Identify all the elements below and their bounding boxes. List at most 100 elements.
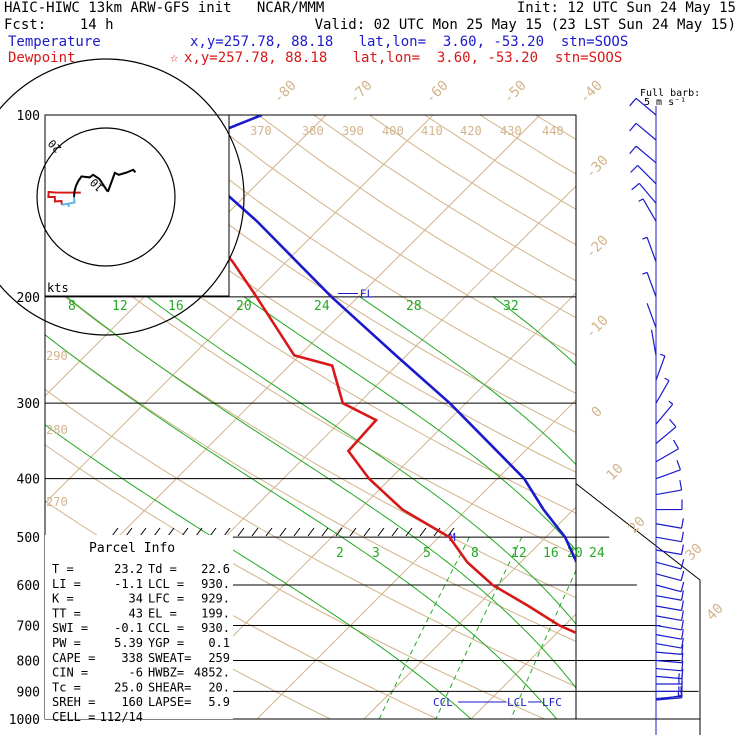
parcel-field-label: TT = [52,606,81,620]
dry-adiabat-label: 280 [46,423,68,437]
parcel-field-value: 160 [121,695,143,709]
hatch-mark [181,527,189,537]
wind-barb-staff [646,237,657,263]
dry-adiabat-line [45,121,576,473]
parcel-field-label: SREH = [52,695,95,709]
dry-adiabat-line [702,115,740,719]
wind-barb-staff [655,642,682,649]
parcel-field-label: K = [52,592,74,606]
parcel-field-value: -0.1 [114,621,143,635]
wind-barb-flag [680,570,685,581]
dry-adiabat-label: 380 [302,124,324,138]
wind-barb-staff [655,573,682,582]
forecast-hour: Fcst: 14 h [4,17,114,33]
dry-adiabat-label: 370 [250,124,272,138]
wind-profile: Full barb:5 m s⁻¹ [629,88,700,735]
dry-adiabat-label: 420 [460,124,482,138]
hatch-mark [111,527,119,537]
parcel-field-label: PW = [52,636,81,650]
dry-adiabat-line [646,115,740,719]
dry-adiabat-line [45,174,576,514]
wind-barb-staff [655,403,674,425]
wind-barb-staff [655,675,682,680]
m-label: M [449,531,456,544]
dry-adiabat-line [258,115,576,319]
dewpoint-line [148,115,576,635]
wind-barb-flag [680,559,685,570]
temperature-legend-label: Temperature [8,34,101,50]
parcel-field-value: 0.1 [208,636,230,650]
parcel-field-value: 338 [121,651,143,665]
wind-barb-staff [655,595,682,601]
parcel-field-label: CELL = [52,710,95,724]
wind-barb-flag [672,439,680,450]
mixing-ratio-label: 2 [336,546,344,561]
hatch-mark [195,527,203,537]
isotherm-label: -50 [501,78,530,107]
moist-adiabat-label: 32 [503,299,519,314]
wind-barb-flag [679,480,683,491]
moist-adiabat-line [243,296,576,551]
pressure-tick-label: 800 [17,654,40,669]
wind-barb-staff [638,182,657,204]
mixing-ratio-label: 24 [589,546,605,561]
wind-barb-flag [676,460,681,470]
mixing-ratio-line [378,536,470,719]
wind-barb-staff [655,549,682,556]
dry-adiabat-line [202,115,576,356]
wind-barb-flag [664,377,670,382]
parcel-field-value: 930. [201,621,230,635]
hatch-mark [153,527,161,537]
moist-adiabat-label: 16 [168,299,184,314]
dry-adiabat-label: 270 [46,495,68,509]
dewpoint-marker-icon: ☆ [170,50,179,66]
hodograph-trace-low [47,190,81,205]
dry-adiabat-label: 400 [382,124,404,138]
wind-barb-staff [655,667,682,672]
mixing-ratio-line [736,537,740,719]
pressure-tick-label: 700 [17,619,40,634]
dry-adiabat-label: 410 [421,124,443,138]
moist-adiabat-label: 12 [112,299,128,314]
parcel-field-label: SWEAT= [148,651,191,665]
parcel-field-label: Tc = [52,680,81,694]
wind-barb-flag [681,590,684,601]
wind-barb-flag [681,600,684,611]
wind-barb-staff [635,122,657,141]
wind-barb-flag [630,165,639,173]
hodograph-trace-mid [61,196,76,208]
hatch-mark [293,527,301,537]
wind-barb-flag [681,638,684,649]
parcel-field-label: Td = [148,562,177,576]
hatch-mark [237,527,245,537]
hatch-mark [307,527,315,537]
wind-barb-staff [646,303,657,328]
hatch-mark [419,527,427,537]
wind-barb-flag [638,198,644,202]
hodograph-frame [44,114,230,297]
wind-barb-staff [650,329,657,356]
hatch-mark [223,527,231,537]
wind-barb-staff [655,695,682,700]
moist-adiabat-label: 24 [314,299,330,314]
hodograph-ring [0,58,245,336]
wind-barb-staff [655,584,682,593]
hodograph-units: kts [47,281,69,295]
lcl-label: LCL [507,696,527,709]
el-label: EL [360,288,374,301]
wind-barb-flag [681,629,684,640]
parcel-field-label: LFC = [148,592,184,606]
isotherm-label: -80 [271,78,300,107]
hatch-mark [405,527,413,537]
isotherm-line [685,115,740,719]
moist-adiabat-line [492,296,576,366]
wind-barb-staff [655,615,682,622]
parcel-field-label: HWBZ= [148,666,184,680]
isotherm-label: 40 [704,601,727,624]
parcel-field-value: 5.39 [114,636,143,650]
dry-adiabat-label: 290 [46,349,68,363]
isotherm-label: -40 [577,78,606,107]
mixing-ratio-line [697,537,740,719]
